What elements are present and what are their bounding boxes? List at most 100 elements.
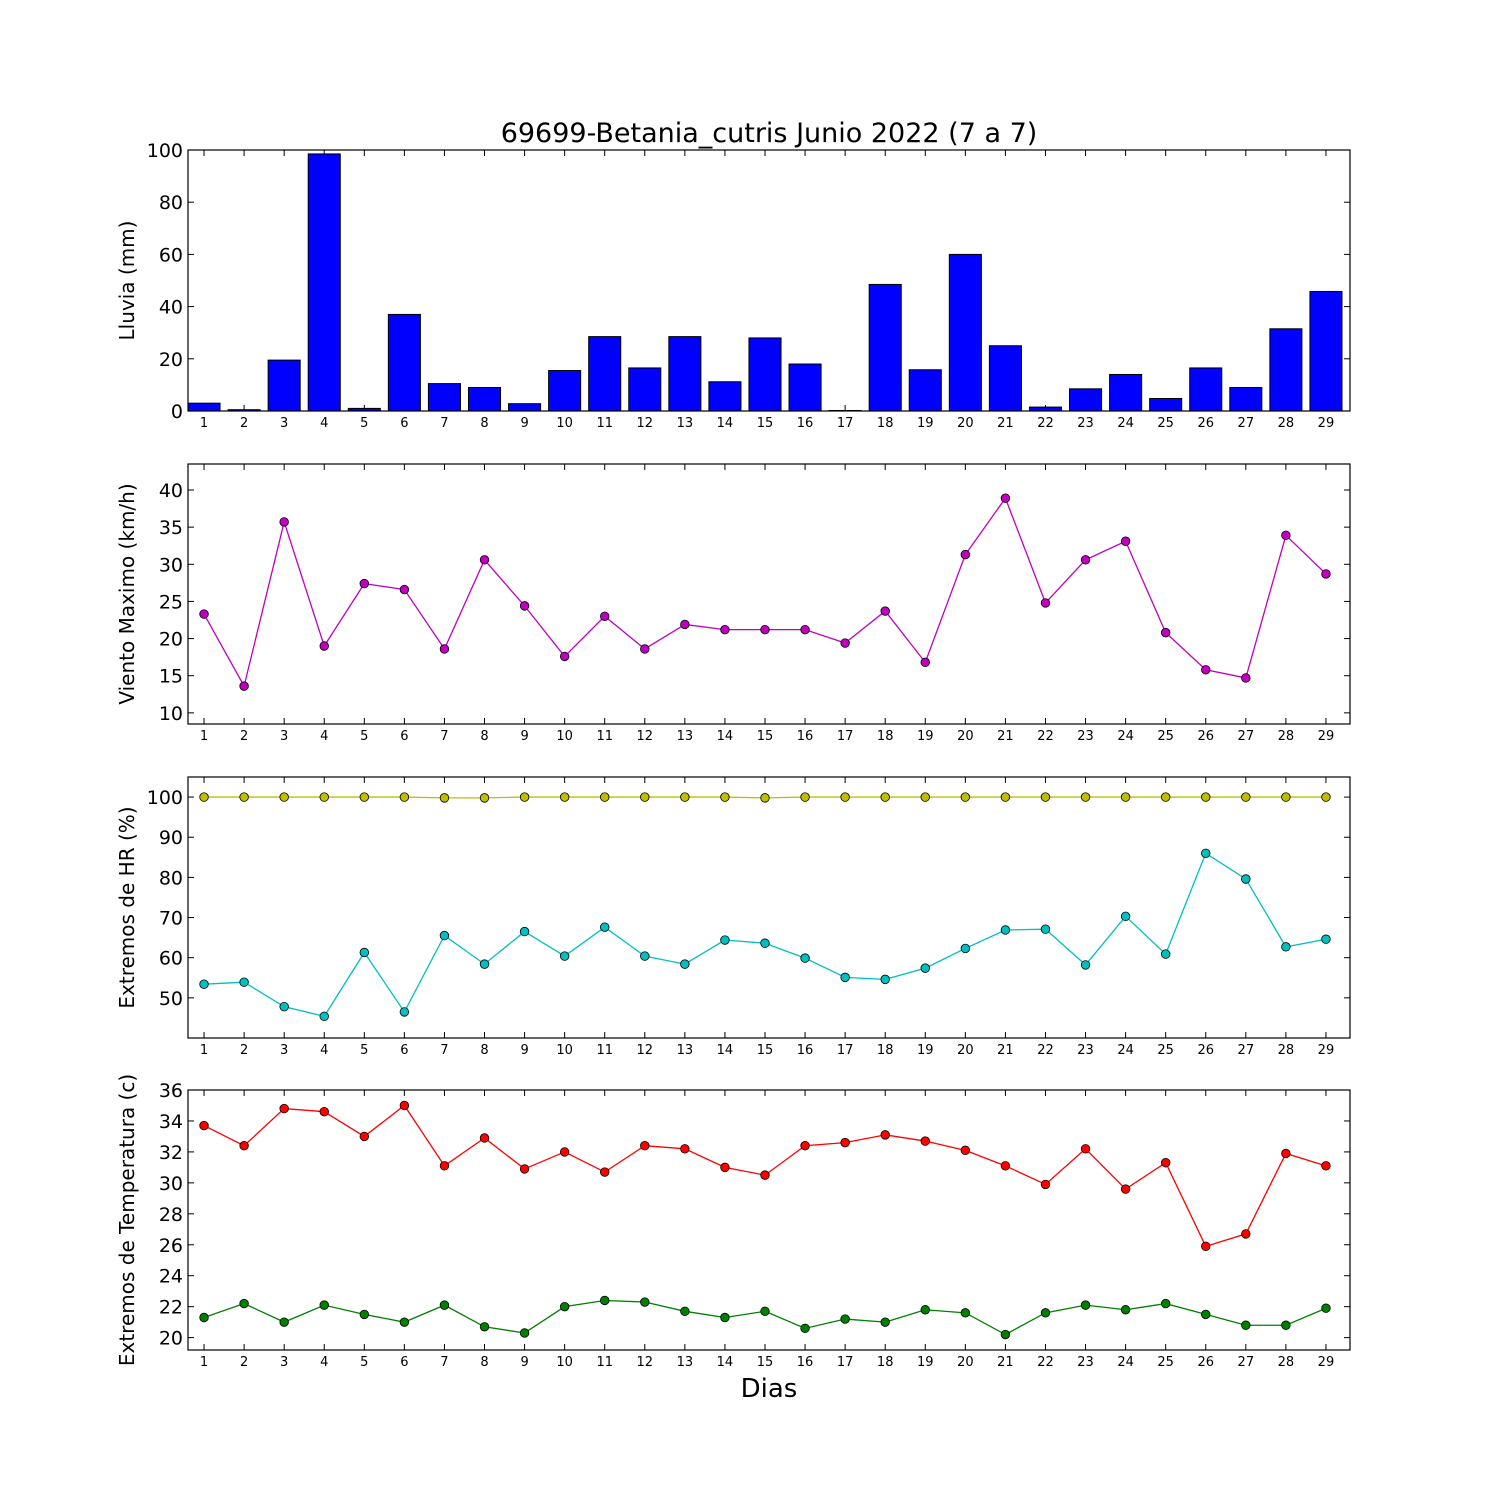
y-tick-label: 24 bbox=[159, 1266, 183, 1288]
data-point bbox=[680, 959, 690, 969]
x-tick-label: 18 bbox=[877, 1355, 894, 1370]
data-point bbox=[960, 943, 971, 954]
bar bbox=[868, 283, 902, 412]
y-axis-label: Extremos de Temperatura (c) bbox=[115, 1074, 139, 1366]
plot-frame bbox=[187, 463, 1351, 725]
bar bbox=[908, 369, 942, 412]
x-tick-label: 27 bbox=[1238, 1355, 1255, 1370]
x-tick-label: 5 bbox=[360, 416, 368, 431]
data-point bbox=[1160, 792, 1171, 802]
x-tick-label: 21 bbox=[997, 1043, 1014, 1058]
x-tick-label: 26 bbox=[1197, 1043, 1214, 1058]
x-tick-label: 1 bbox=[200, 1355, 208, 1370]
data-point bbox=[559, 1301, 570, 1312]
data-point bbox=[640, 1297, 650, 1307]
data-point bbox=[239, 1141, 249, 1151]
data-point bbox=[1120, 911, 1131, 922]
x-tick-label: 11 bbox=[596, 416, 613, 431]
x-tick-label: 5 bbox=[360, 1043, 368, 1058]
data-point bbox=[519, 601, 530, 611]
bar bbox=[708, 381, 742, 412]
data-point bbox=[1281, 942, 1291, 952]
x-tick-label: 26 bbox=[1197, 416, 1214, 431]
data-point bbox=[399, 1007, 410, 1017]
x-tick-label: 20 bbox=[957, 416, 974, 431]
y-tick-label: 35 bbox=[159, 517, 183, 539]
data-point bbox=[680, 1144, 690, 1154]
data-point bbox=[519, 792, 530, 802]
x-tick-label: 23 bbox=[1077, 416, 1094, 431]
x-tick-label: 29 bbox=[1318, 729, 1335, 744]
data-point bbox=[359, 792, 370, 802]
x-tick-label: 17 bbox=[837, 416, 854, 431]
x-tick-label: 7 bbox=[440, 729, 448, 744]
x-tick-label: 20 bbox=[957, 729, 974, 744]
data-point bbox=[1281, 1148, 1291, 1159]
data-point bbox=[1160, 1298, 1171, 1309]
data-point bbox=[720, 792, 730, 802]
x-tick-label: 24 bbox=[1117, 416, 1134, 431]
data-point bbox=[1321, 792, 1331, 802]
data-point bbox=[399, 1317, 410, 1327]
y-tick-label: 20 bbox=[159, 349, 183, 371]
x-tick-label: 19 bbox=[917, 1043, 934, 1058]
x-tick-label: 22 bbox=[1037, 729, 1054, 744]
x-tick-label: 4 bbox=[320, 729, 328, 744]
data-point bbox=[920, 1305, 930, 1315]
x-tick-label: 20 bbox=[957, 1043, 974, 1058]
x-tick-label: 14 bbox=[717, 416, 734, 431]
data-point bbox=[720, 1312, 730, 1323]
data-point bbox=[920, 963, 930, 973]
bar bbox=[307, 153, 341, 412]
x-tick-label: 18 bbox=[877, 1043, 894, 1058]
plot-frame bbox=[187, 776, 1351, 1039]
data-point bbox=[479, 555, 490, 565]
x-tick-label: 11 bbox=[596, 729, 613, 744]
x-tick-label: 21 bbox=[997, 1355, 1014, 1370]
y-axis-label: Extremos de HR (%) bbox=[115, 806, 139, 1008]
x-tick-label: 8 bbox=[480, 729, 488, 744]
data-point bbox=[1321, 1303, 1331, 1313]
data-point bbox=[1120, 1305, 1131, 1315]
chart-title: 69699-Betania_cutris Junio 2022 (7 a 7) bbox=[501, 118, 1038, 149]
data-point bbox=[1120, 792, 1131, 802]
data-point bbox=[1241, 792, 1251, 802]
x-tick-label: 24 bbox=[1117, 1043, 1134, 1058]
y-tick-label: 70 bbox=[159, 908, 183, 930]
x-tick-label: 10 bbox=[556, 416, 573, 431]
data-point bbox=[519, 926, 530, 937]
data-point bbox=[680, 792, 690, 802]
bar bbox=[948, 253, 982, 412]
bar bbox=[387, 313, 421, 412]
data-point bbox=[840, 638, 850, 648]
y-tick-label: 34 bbox=[159, 1111, 183, 1133]
data-point bbox=[319, 1300, 329, 1310]
data-point bbox=[880, 606, 890, 616]
x-tick-label: 6 bbox=[400, 1355, 408, 1370]
x-tick-label: 28 bbox=[1278, 1355, 1295, 1370]
bar bbox=[1109, 373, 1143, 412]
data-point bbox=[279, 517, 289, 527]
x-tick-label: 27 bbox=[1238, 1043, 1255, 1058]
data-point bbox=[1201, 1241, 1211, 1252]
data-point bbox=[1080, 555, 1091, 565]
x-tick-label: 1 bbox=[200, 729, 208, 744]
x-tick-label: 3 bbox=[280, 1355, 288, 1370]
x-tick-label: 16 bbox=[797, 1355, 814, 1370]
data-point bbox=[600, 1295, 610, 1306]
y-tick-label: 80 bbox=[159, 192, 183, 214]
data-point bbox=[199, 1120, 209, 1131]
data-point bbox=[439, 644, 450, 654]
x-tick-label: 17 bbox=[837, 1043, 854, 1058]
bar bbox=[467, 387, 502, 412]
data-point bbox=[640, 951, 650, 961]
x-tick-label: 24 bbox=[1117, 729, 1134, 744]
x-tick-label: 21 bbox=[997, 416, 1014, 431]
x-tick-label: 21 bbox=[997, 729, 1014, 744]
x-axis-label: Dias bbox=[741, 1374, 798, 1404]
data-point bbox=[600, 792, 610, 802]
